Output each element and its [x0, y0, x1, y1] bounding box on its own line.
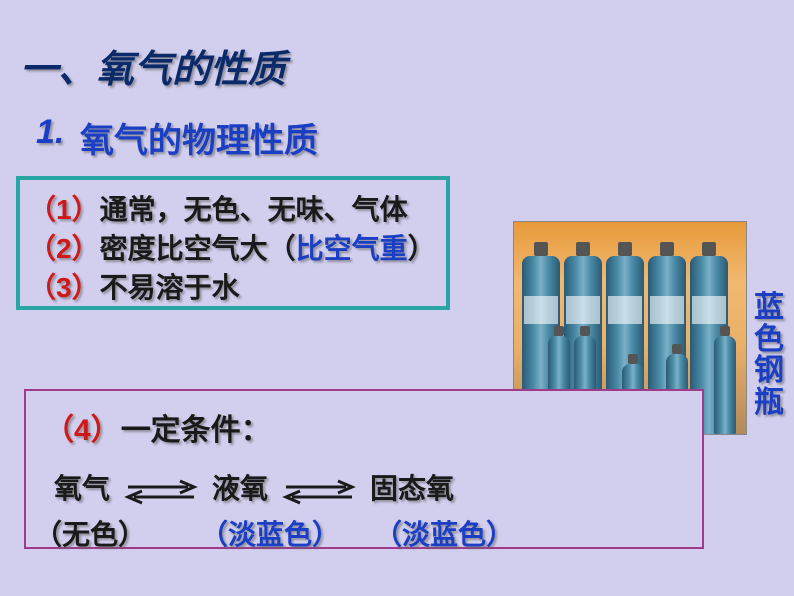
vlabel-char: 瓶 [752, 387, 786, 419]
property-line-2: （2）密度比空气大（比空气重） [28, 229, 438, 268]
marker-1: （1） [28, 194, 100, 225]
marker-3: （3） [28, 272, 100, 303]
color-liquid: （淡蓝色） [200, 513, 340, 553]
properties-box-1: （1）通常，无色、无味、气体 （2）密度比空气大（比空气重） （3）不易溶于水 [16, 176, 450, 310]
emph-2: 比空气重 [296, 233, 408, 264]
condition-label: （4）一定条件： [44, 405, 692, 449]
vlabel-char: 蓝 [752, 292, 786, 324]
color-row: （无色） （淡蓝色） （淡蓝色） [44, 513, 692, 553]
subtitle-text: 氧气的物理性质 [80, 113, 318, 162]
text-1: 通常，无色、无味、气体 [100, 194, 408, 225]
property-line-1: （1）通常，无色、无味、气体 [28, 190, 438, 229]
gas-cylinder-small [714, 336, 736, 434]
state-solid-oxygen: 固态氧 [370, 467, 454, 507]
double-arrow-icon [284, 478, 354, 496]
color-gas: （无色） [34, 513, 146, 553]
properties-box-2: （4）一定条件： 氧气 液氧 固态氧 （无色） （淡蓝色） （淡蓝色） [24, 389, 704, 549]
double-arrow-icon [126, 478, 196, 496]
paren-r: ） [408, 233, 436, 264]
cylinder-label: 蓝 色 钢 瓶 [752, 292, 786, 418]
label-4: 一定条件： [121, 414, 271, 447]
color-solid: （淡蓝色） [374, 513, 514, 553]
property-line-3: （3）不易溶于水 [28, 268, 438, 307]
subtitle-number: 1. [36, 113, 64, 152]
paren-l: （ [268, 233, 296, 264]
main-title: 一、氧气的性质 [20, 38, 286, 93]
text-2: 密度比空气大 [100, 233, 268, 264]
state-oxygen-gas: 氧气 [54, 467, 110, 507]
text-3: 不易溶于水 [100, 272, 240, 303]
vlabel-char: 色 [752, 324, 786, 356]
state-liquid-oxygen: 液氧 [212, 467, 268, 507]
marker-4: （4） [44, 414, 121, 447]
marker-2: （2） [28, 233, 100, 264]
vlabel-char: 钢 [752, 355, 786, 387]
state-row: 氧气 液氧 固态氧 [44, 467, 692, 507]
